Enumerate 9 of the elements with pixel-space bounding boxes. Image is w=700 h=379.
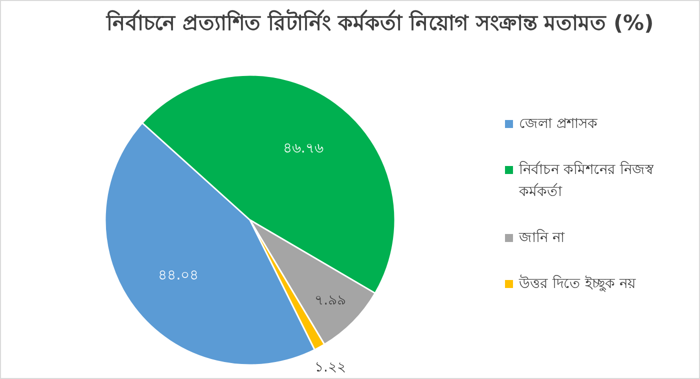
data-label: ৭.৯৯ (314, 292, 346, 309)
legend-label: নির্বাচন কমিশনের নিজস্ব কর্মকর্তা (518, 161, 654, 200)
legend-label: উত্তর দিতে ইচ্ছুক নয় (518, 275, 636, 292)
data-label: ৪৬.৭৬ (282, 140, 324, 156)
data-label: ১.২২ (314, 359, 346, 376)
data-label: ৪৪.০৪ (158, 267, 199, 284)
legend-label: জেলা প্রশাসক (519, 116, 598, 132)
chart-title: নির্বাচনে প্রত্যাশিত রিটার্নিং কর্মকর্তা নিয়োগ সংক্রান্ত মতামত (%) (105, 9, 654, 35)
legend-label: জানি না (518, 229, 566, 246)
